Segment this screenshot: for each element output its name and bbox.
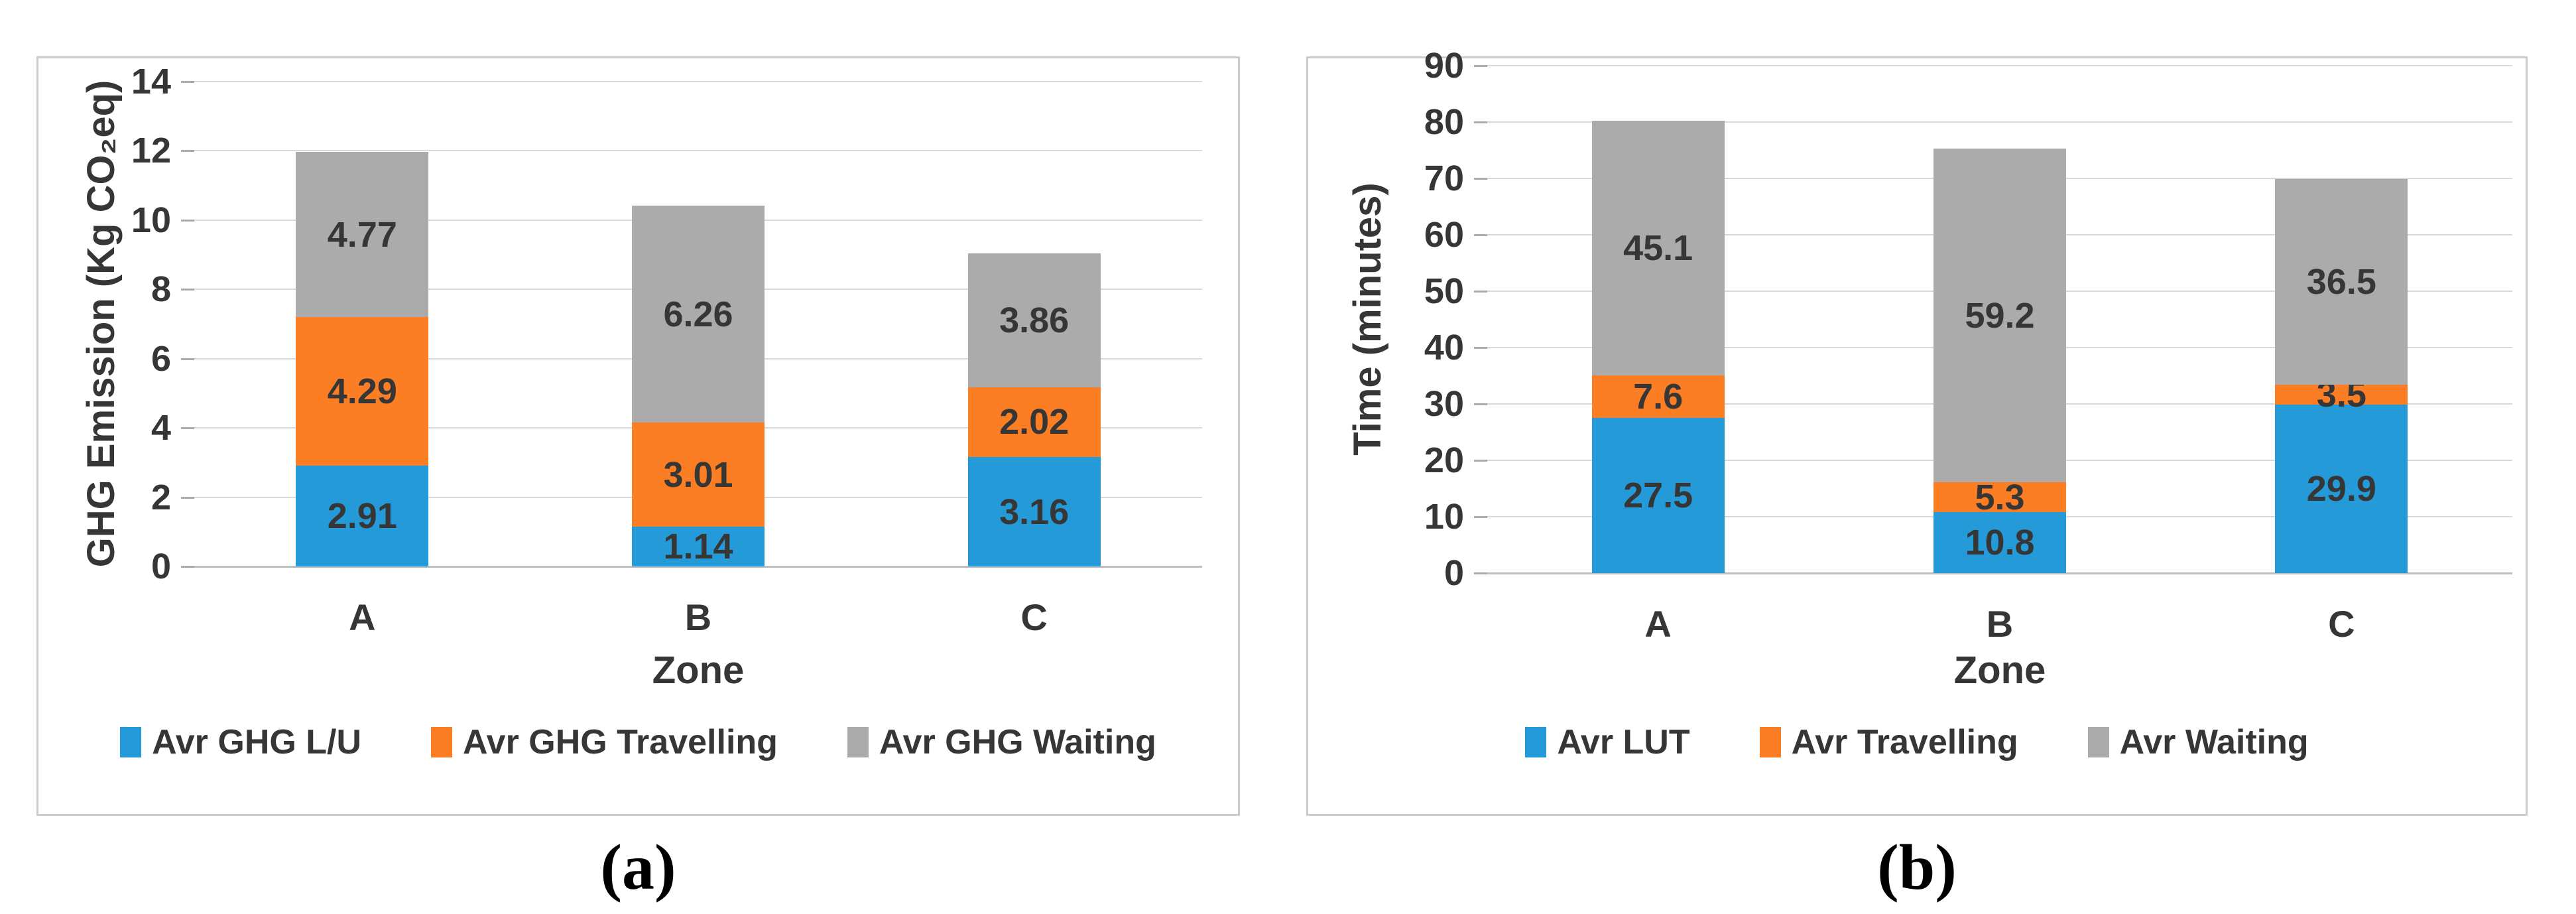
bar-segment [1933,512,2066,573]
bar-segment [967,253,1101,387]
y-tick-label: 90 [1424,46,1464,86]
bar-segment [2275,178,2408,385]
bar-segment [1933,482,2066,513]
y-tick-label: 30 [1424,384,1464,424]
y-tick-mark [1474,403,1487,405]
y-tick-mark [181,81,194,83]
legend-swatch-orange [431,727,453,757]
x-category-label: B [1986,603,2014,645]
y-tick-label: 14 [131,62,171,101]
legend-label: Avr LUT [1557,723,1690,761]
bar-segment [1591,375,1725,419]
legend-swatch-blue [1525,727,1547,757]
x-axis-title-a: Zone [652,649,745,692]
y-tick-mark [181,566,194,568]
x-category-label: B [684,596,712,638]
plot-area-b: 0 10 20 30 40 50 60 70 80 90 27.5 7.6 45.1 A 10.8 5.3 59… [1308,46,2526,814]
bar-segment [967,457,1101,566]
caption-b: (b) [1877,832,1957,903]
gridline [194,150,1202,152]
y-tick-label: 4 [151,408,171,448]
y-tick-mark [1474,460,1487,462]
legend-item: Avr Travelling [1759,722,2018,762]
legend-swatch-gray [2087,727,2109,757]
legend-label: Avr GHG Travelling [463,723,778,761]
legend-label: Avr Waiting [2119,723,2309,761]
bar-segment [296,317,429,466]
caption-a: (a) [600,832,676,903]
y-tick-label: 0 [1443,553,1464,593]
y-tick-mark [181,427,194,430]
bar-segment [296,466,429,566]
plot-area-a: 0 2 4 6 8 10 12 14 2.91 4.29 4.77 A 1.14 3.01 6.26 B 3.1… [38,58,1238,814]
y-tick-mark [1474,291,1487,293]
y-tick-label: 10 [131,200,171,240]
chart-panel-a: GHG Emission (Kg CO₂eq) 0 2 4 6 8 10 12 14 2.91 4… [36,56,1240,816]
legend-swatch-blue [120,727,142,757]
y-tick-mark [1474,516,1487,518]
y-tick-label: 8 [151,269,171,310]
bar-segment [2275,404,2408,573]
bar-segment [967,387,1101,457]
legend-item: Avr GHG L/U [120,722,361,762]
y-tick-label: 70 [1424,159,1464,198]
x-category-label: C [2328,603,2355,645]
x-category-label: A [349,596,376,638]
y-tick-mark [1474,65,1487,67]
y-tick-label: 20 [1424,440,1464,480]
legend-swatch-orange [1759,727,1781,757]
bar-segment [296,151,429,318]
bar-segment [1591,121,1725,375]
y-tick-label: 10 [1424,497,1464,537]
y-tick-mark [1474,178,1487,180]
legend-item: Avr Waiting [2087,722,2309,762]
legend-label: Avr Travelling [1791,723,2018,761]
gridline [1487,121,2512,123]
y-tick-label: 60 [1424,215,1464,255]
bar-segment [632,206,765,423]
x-axis-line [194,566,1202,568]
y-tick-label: 12 [131,131,171,171]
y-tick-label: 0 [151,547,171,586]
y-tick-mark [1474,121,1487,123]
bar-segment [1933,148,2066,483]
bar-segment [2275,385,2408,405]
y-tick-label: 80 [1424,102,1464,142]
legend-swatch-gray [847,727,869,757]
y-tick-mark [181,150,194,153]
y-tick-label: 2 [151,477,171,517]
bar-segment [632,423,765,527]
legend-item: Avr LUT [1525,722,1690,762]
y-tick-label: 50 [1424,271,1464,311]
y-tick-mark [1474,234,1487,236]
y-tick-mark [181,496,194,499]
y-tick-label: 40 [1424,328,1464,367]
x-axis-title-b: Zone [1953,649,2046,692]
x-axis-line [1487,572,2512,574]
legend-label: Avr GHG L/U [152,723,362,761]
legend-item: Avr GHG Travelling [431,722,778,762]
x-category-label: C [1020,596,1048,638]
y-tick-mark [1474,347,1487,349]
x-category-label: A [1644,603,1672,645]
bar-segment [1591,418,1725,573]
y-tick-mark [181,289,194,291]
y-tick-mark [181,358,194,360]
y-tick-mark [181,219,194,222]
legend-item: Avr GHG Waiting [847,722,1156,762]
legend-b: Avr LUT Avr Travelling Avr Waiting [1308,719,2526,765]
gridline [194,81,1202,82]
y-tick-label: 6 [151,338,171,379]
y-tick-mark [1474,572,1487,574]
legend-a: Avr GHG L/U Avr GHG Travelling Avr GHG W… [38,719,1238,765]
bar-segment [632,527,765,566]
legend-label: Avr GHG Waiting [879,723,1156,761]
gridline [1487,65,2512,66]
chart-panel-b: Time (minutes) 0 10 20 30 40 50 60 70 80 90 27.5 7.… [1306,46,2528,816]
